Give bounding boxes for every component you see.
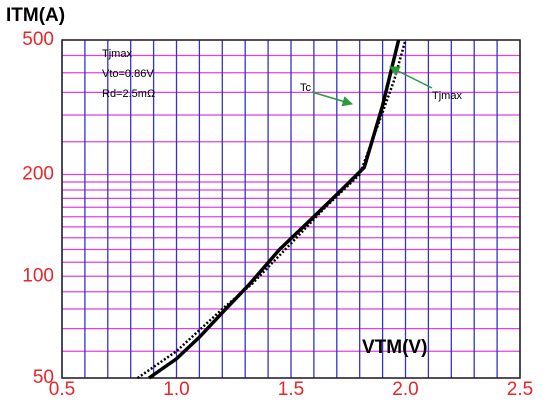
annotation: Tjmax [432,90,462,102]
x-tick-label: 2.0 [392,379,418,400]
x-tick-label: 1.5 [278,379,304,400]
series-line [136,39,407,380]
arrow [311,91,354,107]
annotation: Tjmax [102,48,132,60]
arrow [389,66,433,89]
series-line [147,39,401,380]
y-tick-label: 500 [22,29,54,50]
x-tick-label: 1.0 [163,379,189,400]
x-axis-title: VTM(V) [362,337,427,358]
y-tick-label: 100 [22,265,54,286]
y-tick-label: 200 [22,164,54,185]
curves [136,39,407,380]
annotation: Tc [300,82,312,94]
y-axis-title: ITM(A) [6,5,65,26]
x-tick-label: 0.5 [49,379,75,400]
annotation: Rd=2.5mΩ [102,88,155,100]
x-tick-label: 2.5 [507,379,533,400]
annotation: Vto=0.86V [102,68,154,80]
plot-frame [61,39,521,379]
y-tick-label: 50 [33,367,54,388]
